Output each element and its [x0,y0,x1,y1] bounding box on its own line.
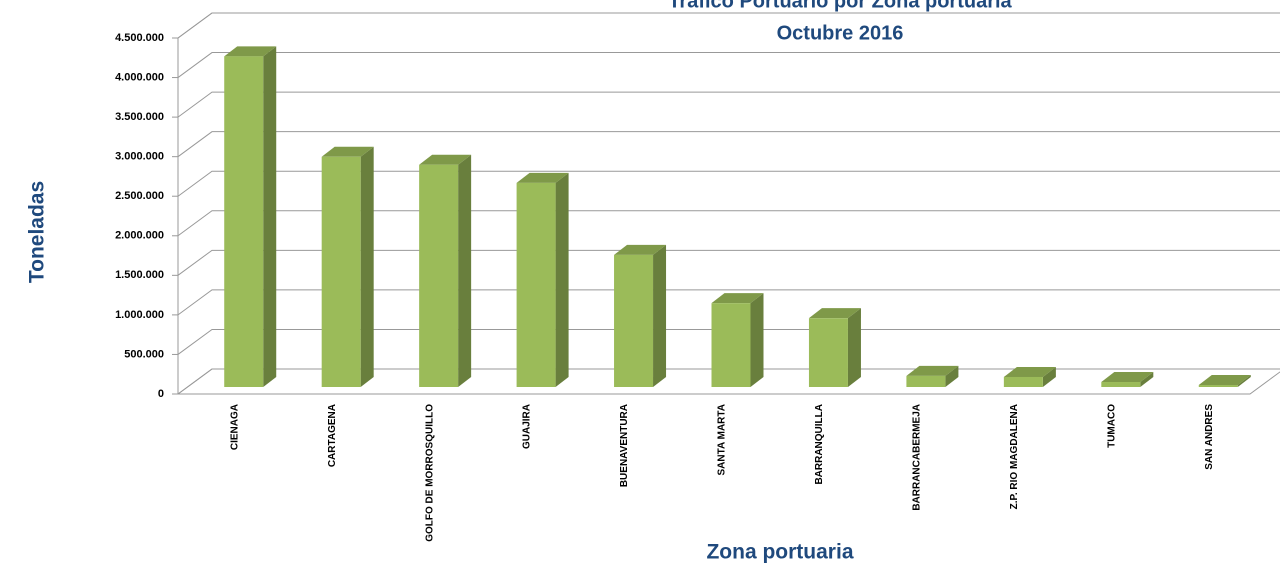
bar-top [224,46,277,57]
bar [224,56,264,388]
bar [321,156,361,387]
x-tick-label: Z.P. RIO MAGDALENA [1009,404,1020,509]
x-tick-label: SANTA MARTA [717,404,728,475]
bar-top [1198,375,1251,386]
grid-line [177,12,1280,39]
bar-side [945,365,959,387]
bar-top [1101,372,1154,383]
grid-line [177,328,1280,355]
bar-side [360,146,374,387]
x-tick-label: GOLFO DE MORROSQUILLO [424,404,435,542]
bar [614,254,654,387]
x-tick-label: TUMACO [1106,404,1117,448]
y-tick-label: 2.000.000 [115,230,164,242]
y-tick-label: 1.500.000 [115,269,164,281]
grid-line [177,131,1280,158]
bar-side [458,154,472,387]
bar-top [516,172,569,183]
bar-top [906,365,959,376]
x-tick-label: SAN ANDRES [1204,404,1215,470]
bar [419,164,459,387]
bar-side [555,172,569,387]
bar [516,182,556,387]
x-axis-label: Zona portuaria [706,541,853,564]
grid-line [177,249,1280,276]
y-tick-label: 4.000.000 [115,71,164,83]
grid-line [177,91,1280,118]
bar-top [808,308,861,319]
grid-line [177,52,1280,78]
bar-top [711,293,764,304]
bar-top [419,154,472,165]
y-tick-label: 1.000.000 [115,309,164,321]
bar-top [321,146,374,157]
x-tick-label: BARRANCABERMEJA [912,404,923,511]
bar-side [653,244,667,387]
x-tick-label: GUAJIRA [522,404,533,449]
bar [1003,376,1043,387]
chart-subtitle: Octubre 2016 [777,22,904,44]
x-tick-label: CARTAGENA [327,404,338,467]
bar [1198,385,1238,387]
grid-line [177,289,1280,316]
bar-side [847,308,861,387]
bar-top [1003,366,1056,377]
x-tick-label: BARRANQUILLA [814,404,825,485]
y-tick-label: 500.000 [124,348,164,360]
bar [711,303,751,387]
y-tick-label: 0 [158,388,164,400]
grid-line [177,170,1280,197]
bar [808,318,848,387]
bar [906,375,946,387]
bar-side [1042,366,1056,387]
x-tick-label: BUENAVENTURA [619,404,630,487]
bar-side [1237,375,1251,387]
bar-side [750,293,764,387]
bar-side [1140,372,1154,387]
y-tick-label: 3.500.000 [115,111,164,123]
x-tick-label: CIENAGA [229,404,240,450]
bar [1101,382,1141,387]
chart-title: Tráfico Portuario por Zona portuaria [668,0,1012,12]
bar-top [614,244,667,255]
y-tick-label: 4.500.000 [115,32,164,44]
bar-side [263,46,277,388]
grid-line [177,210,1280,237]
y-tick-label: 3.000.000 [115,151,164,163]
y-tick-label: 2.500.000 [115,190,164,202]
y-axis-label: Toneladas [26,181,49,283]
